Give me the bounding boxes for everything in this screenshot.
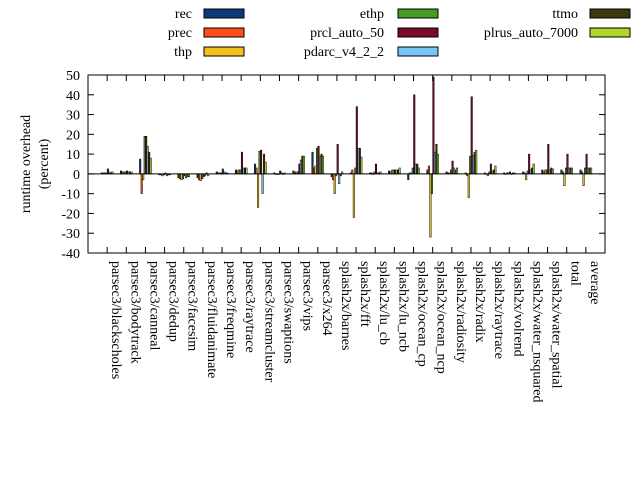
plot-frame <box>87 74 606 254</box>
bar <box>570 167 573 175</box>
legend-label: rec <box>175 7 192 22</box>
x-tick-label: parsec3/bodytrack <box>127 261 142 364</box>
legend-swatch <box>397 27 439 38</box>
bar <box>582 173 585 187</box>
bar <box>255 167 258 175</box>
legend-label: plrus_auto_7000 <box>484 26 578 41</box>
legend-label: ttmo <box>552 7 578 22</box>
bar <box>260 149 263 175</box>
legend-label: ethp <box>360 7 384 22</box>
bar <box>407 173 410 181</box>
x-tick-label: parsec3/vips <box>300 261 315 331</box>
bar <box>525 173 528 181</box>
x-tick-label: splash2x/radix <box>472 261 487 343</box>
bar <box>413 94 416 175</box>
y-tick-label: 40 <box>66 89 80 104</box>
x-tick-label: splash2x/raytrace <box>491 261 506 359</box>
x-tick-label: splash2x/radiosity <box>453 261 468 363</box>
plot-border <box>87 74 606 254</box>
bars <box>100 76 593 238</box>
x-tick-label: splash2x/lu_cb <box>376 261 391 345</box>
x-tick-label: parsec3/dedup <box>166 261 181 342</box>
x-tick-label: parsec3/streamcluster <box>261 261 276 383</box>
legend-label: thp <box>174 45 192 60</box>
x-tick-label: parsec3/facesim <box>185 261 200 351</box>
bar <box>302 155 305 175</box>
x-tick-label: splash2x/ocean_ncp <box>434 261 449 374</box>
y-axis-label: runtime overhead (percent) <box>19 115 52 213</box>
bar <box>149 157 152 175</box>
bar <box>456 167 459 175</box>
legend-swatch <box>397 46 439 57</box>
bar <box>257 173 260 208</box>
bar <box>336 143 339 175</box>
x-tick-label: splash2x/barnes <box>338 261 353 350</box>
bar <box>590 167 593 175</box>
y-tick-label: 30 <box>66 109 80 124</box>
y-tick-label: -20 <box>61 207 80 222</box>
bar <box>551 168 554 175</box>
bar <box>563 173 566 187</box>
bar <box>398 167 401 175</box>
x-axis-ticks: parsec3/blackscholes parsec3/bodytrack par… <box>106 75 602 403</box>
x-tick-label: parsec3/raytrace <box>242 261 257 353</box>
y-axis-ticks: -40 -30 -20 -10 0 10 20 30 40 50 <box>61 69 605 262</box>
legend-swatch <box>203 27 245 38</box>
x-tick-label: parsec3/fluidanimate <box>204 261 219 378</box>
x-tick-label: parsec3/blackscholes <box>108 261 123 379</box>
y-tick-label: 0 <box>73 168 80 183</box>
bar <box>142 173 145 181</box>
x-tick-label: total <box>568 261 583 286</box>
bar <box>417 167 420 175</box>
x-tick-label: splash2x/lu_ncb <box>395 261 410 352</box>
legend-label: prec <box>168 26 192 41</box>
bar <box>352 173 355 218</box>
legend-swatch <box>203 46 245 57</box>
legend: rec prec thp ethp prcl_auto_50 pdarc_v4_2_2 tt… <box>168 7 631 60</box>
bar <box>374 163 377 175</box>
x-tick-label: splash2x/ocean_cp <box>415 261 430 367</box>
bar <box>427 165 430 175</box>
bar <box>261 173 264 194</box>
bar <box>360 156 363 175</box>
bar <box>333 173 336 194</box>
y-tick-label: -40 <box>61 247 80 262</box>
y-axis-label-line: (percent) <box>37 138 52 189</box>
x-tick-label: splash2x/water_nsquared <box>529 261 544 403</box>
y-tick-label: 10 <box>66 148 80 163</box>
bar <box>264 161 267 175</box>
x-tick-label: splash2x/fft <box>357 261 372 327</box>
legend-swatch <box>203 8 245 19</box>
x-tick-label: splash2x/water_spatial <box>549 261 564 389</box>
bar <box>532 163 535 175</box>
x-tick-label: parsec3/canneal <box>146 261 161 350</box>
bar <box>139 158 142 175</box>
bar <box>436 153 439 175</box>
x-tick-label: average <box>587 261 602 305</box>
legend-swatch <box>397 8 439 19</box>
legend-swatch <box>589 27 631 38</box>
bar <box>351 169 354 175</box>
x-tick-label: splash2x/volrend <box>510 261 525 357</box>
legend-swatch <box>589 8 631 19</box>
bar <box>547 143 550 175</box>
x-tick-label: parsec3/x264 <box>319 261 334 336</box>
bar <box>322 155 325 175</box>
y-tick-label: 20 <box>66 128 80 143</box>
bar <box>245 167 248 175</box>
x-tick-label: parsec3/freqmine <box>223 261 238 358</box>
bar <box>475 149 478 175</box>
bar <box>467 173 470 198</box>
legend-label: prcl_auto_50 <box>310 26 384 41</box>
bar <box>494 165 497 175</box>
y-tick-label: 50 <box>66 69 80 84</box>
bar <box>430 173 433 194</box>
y-tick-label: -30 <box>61 227 80 242</box>
y-tick-label: -10 <box>61 188 80 203</box>
legend-label: pdarc_v4_2_2 <box>304 45 384 60</box>
y-axis-label-line: runtime overhead <box>19 115 34 213</box>
x-tick-label: parsec3/swaptions <box>280 261 295 364</box>
